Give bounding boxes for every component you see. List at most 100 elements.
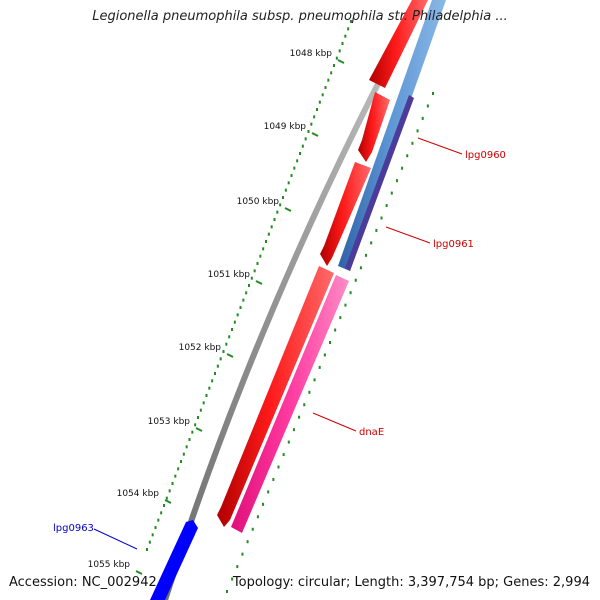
ruler-tick <box>311 132 319 137</box>
gc-dash <box>272 477 275 481</box>
minor-tick-dot <box>324 86 327 89</box>
ruler-tick-label: 1052 kbp <box>179 343 222 353</box>
gene-label-lpg0961: lpg0961 <box>433 239 474 250</box>
minor-tick-dot <box>160 511 163 515</box>
ruler-tick <box>135 570 143 575</box>
cds-purple-segment <box>345 95 414 271</box>
minor-tick-dot <box>219 357 222 361</box>
minor-tick-dot <box>299 152 301 155</box>
minor-tick-dot <box>174 474 177 478</box>
gc-dash <box>231 577 234 581</box>
minor-tick-dot <box>245 291 248 295</box>
ruler-tick <box>337 59 345 64</box>
minor-tick-dot <box>262 247 265 251</box>
gene-arrow-lpg0960-upper <box>369 0 428 88</box>
minor-tick-dot <box>242 298 245 302</box>
minor-tick-dot <box>327 78 330 82</box>
ruler-tick <box>284 207 292 212</box>
minor-tick-dot <box>211 379 214 383</box>
minor-tick-dot <box>307 130 310 133</box>
minor-tick-dot <box>335 56 338 60</box>
gc-dash <box>365 253 368 257</box>
minor-tick-dot <box>330 71 333 75</box>
gc-dash <box>411 141 414 145</box>
gc-dash <box>323 353 326 357</box>
gc-dash <box>277 465 280 469</box>
minor-tick-dot <box>338 49 341 53</box>
gc-dash <box>287 440 290 444</box>
gc-dash <box>246 540 249 544</box>
gene-label-dnaE: dnaE <box>359 427 384 438</box>
gc-dash <box>251 527 254 531</box>
gc-dash <box>370 241 373 245</box>
gene-label-lpg0960: lpg0960 <box>465 150 506 161</box>
minor-tick-dot <box>148 540 151 544</box>
minor-tick-dot <box>185 445 188 449</box>
gene-arrow-lpg0961 <box>320 162 371 266</box>
minor-tick-dot <box>216 364 219 368</box>
gc-dash <box>339 316 342 320</box>
map-title: Legionella pneumophila subsp. pneumophil… <box>92 9 508 24</box>
minor-tick-dot <box>165 496 168 500</box>
minor-tick-dot <box>290 174 293 177</box>
gc-dash <box>226 590 228 593</box>
gc-dash <box>354 278 357 282</box>
minor-tick-dot <box>180 460 182 463</box>
gc-dash <box>298 415 301 419</box>
minor-tick-dot <box>310 122 313 126</box>
minor-tick-dot <box>276 210 279 214</box>
gc-dash <box>426 104 429 108</box>
ruler-tick <box>195 427 203 432</box>
minor-tick-dot <box>199 408 202 412</box>
ruler-tick <box>255 280 263 285</box>
genome-summary: Topology: circular; Length: 3,397,754 bp… <box>232 575 590 590</box>
gc-dash <box>262 502 265 506</box>
minor-tick-dot <box>236 313 239 317</box>
minor-tick-dot <box>270 225 273 229</box>
minor-tick-dot <box>296 159 299 163</box>
minor-tick-dot <box>350 20 352 23</box>
minor-tick-dot <box>301 144 304 148</box>
minor-tick-dot <box>214 372 216 375</box>
gc-dash <box>313 378 316 382</box>
forward-strand-genes <box>217 0 428 527</box>
gc-dash <box>406 154 409 158</box>
minor-tick-dot <box>282 196 284 199</box>
ruler-tick-label: 1048 kbp <box>290 49 333 59</box>
minor-tick-dot <box>154 526 157 529</box>
cds-blue-segment <box>338 0 446 271</box>
minor-tick-dot <box>233 320 236 324</box>
minor-tick-dot <box>284 188 287 192</box>
minor-tick-dot <box>205 394 208 397</box>
accession-label: Accession: NC_002942 <box>9 575 157 590</box>
gc-content-track <box>146 20 434 593</box>
gene-label-lpg0963: lpg0963 <box>53 523 94 534</box>
minor-tick-dot <box>231 328 233 331</box>
minor-tick-dot <box>239 306 242 309</box>
ruler-tick <box>164 499 172 504</box>
minor-tick-dot <box>157 518 160 522</box>
minor-tick-dot <box>316 108 318 111</box>
minor-tick-dot <box>208 386 211 390</box>
minor-tick-dot <box>318 100 321 104</box>
minor-tick-dot <box>197 416 199 419</box>
cds-pink-segment <box>231 275 349 533</box>
minor-tick-dot <box>228 335 231 339</box>
minor-tick-dot <box>253 269 256 273</box>
minor-tick-dot <box>273 218 276 221</box>
gc-dash <box>385 204 388 208</box>
minor-tick-dot <box>250 276 253 280</box>
minor-tick-dot <box>202 401 205 405</box>
ruler-tick-label: 1051 kbp <box>208 270 251 280</box>
minor-tick-dot <box>182 452 185 456</box>
gc-dash <box>308 390 311 394</box>
minor-tick-dot <box>259 254 262 258</box>
gc-dash <box>432 92 434 95</box>
gc-dash <box>303 403 306 407</box>
cds-track <box>231 0 446 533</box>
gc-dash <box>380 216 383 220</box>
minor-tick-dot <box>188 438 191 441</box>
gc-dash <box>256 515 259 519</box>
backbone-circle <box>162 0 425 600</box>
minor-tick-dot <box>321 93 324 97</box>
